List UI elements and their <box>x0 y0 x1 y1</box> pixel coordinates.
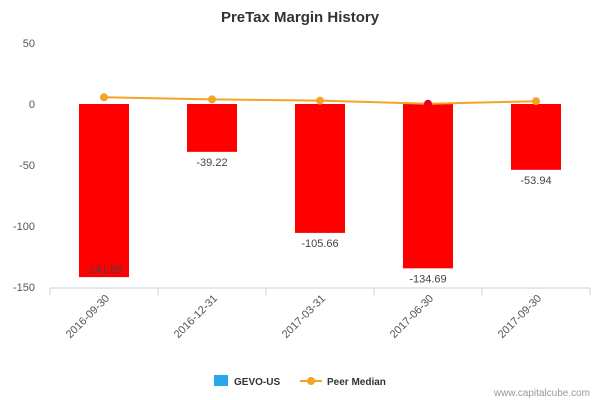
legend-label-gevo[interactable]: GEVO-US <box>234 377 280 388</box>
x-tick-label: 2016-12-31 <box>172 293 220 341</box>
y-tick-label: -100 <box>13 221 35 233</box>
peer-median-series <box>100 93 540 108</box>
legend-swatch-gevo <box>214 375 228 386</box>
x-tick-label: 2016-09-30 <box>64 293 112 341</box>
legend: GEVO-US Peer Median <box>214 375 386 388</box>
bar-data-labels: -141.89 -39.22 -105.66 -134.69 -53.94 <box>85 157 551 285</box>
bar-gevo[interactable] <box>187 104 237 152</box>
bar-gevo[interactable] <box>79 104 129 278</box>
legend-marker-peer <box>307 377 315 385</box>
bar-data-label: -39.22 <box>196 157 227 169</box>
bar-data-label: -105.66 <box>301 238 338 250</box>
credit-text: www.capitalcube.com <box>493 388 590 399</box>
y-tick-label: -150 <box>13 282 35 294</box>
x-tick-label: 2017-06-30 <box>388 293 436 341</box>
peer-median-point[interactable] <box>424 99 432 108</box>
peer-median-point[interactable] <box>208 95 216 104</box>
chart-title: PreTax Margin History <box>221 9 380 26</box>
bar-data-label: -141.89 <box>85 264 122 276</box>
x-axis: 2016-09-30 2016-12-31 2017-03-31 2017-06-30… <box>49 287 591 341</box>
bar-gevo[interactable] <box>403 104 453 269</box>
bar-data-label: -53.94 <box>520 175 551 187</box>
y-tick-label: -50 <box>19 160 35 172</box>
x-tick-label: 2017-09-30 <box>496 293 544 341</box>
peer-median-point[interactable] <box>532 97 540 106</box>
bar-gevo[interactable] <box>511 104 561 170</box>
bar-series <box>79 104 561 278</box>
y-tick-label: 0 <box>29 99 35 111</box>
x-tick-label: 2017-03-31 <box>280 293 328 341</box>
y-axis: 50 0 -50 -100 -150 <box>13 38 35 294</box>
y-tick-label: 50 <box>23 38 35 50</box>
peer-median-point[interactable] <box>100 93 108 102</box>
bar-gevo[interactable] <box>295 104 345 233</box>
peer-median-point[interactable] <box>316 96 324 105</box>
legend-label-peer-median[interactable]: Peer Median <box>327 377 386 388</box>
bar-data-label: -134.69 <box>409 273 446 285</box>
